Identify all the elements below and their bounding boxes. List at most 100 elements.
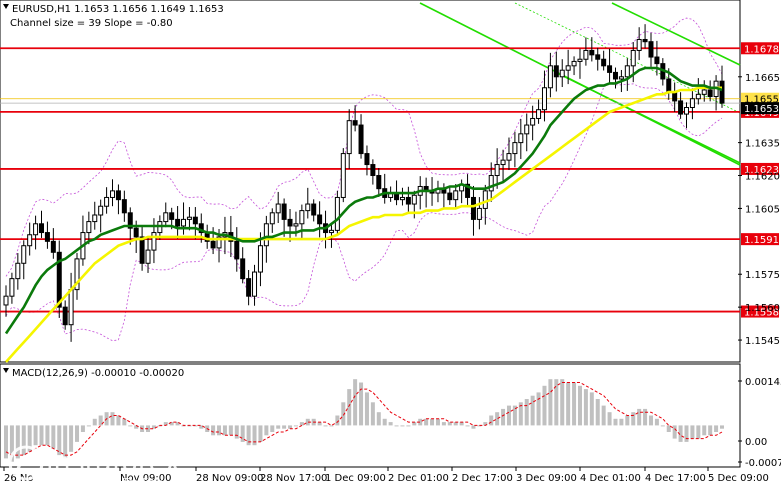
candle-bullish [541, 87, 547, 111]
candle-bullish [145, 249, 151, 264]
macd-histogram-bar [98, 415, 103, 426]
candle-bullish [269, 212, 275, 225]
candle-bearish [192, 216, 198, 225]
candle-bearish [198, 223, 204, 234]
macd-histogram-bar [45, 425, 50, 446]
macd-histogram-bar [666, 425, 671, 432]
macd-histogram-bar [270, 425, 275, 432]
candle-bearish [352, 120, 358, 126]
macd-histogram-bar [447, 422, 452, 426]
candle-bearish [654, 56, 660, 65]
candle-bearish [607, 65, 613, 73]
macd-signal-line [5, 382, 723, 456]
macd-histogram-bar [536, 392, 541, 426]
candle-bearish [133, 227, 139, 238]
candle-bearish [589, 49, 595, 56]
macd-histogram-bar [506, 405, 511, 426]
level-price-tag [741, 305, 779, 318]
macd-histogram-bar [128, 425, 133, 427]
candle-bullish [530, 117, 536, 126]
macd-histogram-bar [489, 415, 494, 426]
macd-histogram-bar [240, 425, 245, 442]
price-tick-label: 1.1545 [745, 336, 780, 347]
candle-bearish [234, 240, 240, 260]
candle-bullish [33, 223, 39, 236]
ma-slow-line [5, 86, 722, 363]
macd-histogram-bar [720, 425, 724, 429]
price-tick-label: 1.1635 [745, 139, 780, 150]
macd-histogram-bar [347, 389, 352, 426]
macd-histogram-bar [335, 415, 340, 426]
macd-histogram-bar [714, 425, 719, 432]
macd-histogram-bar [548, 379, 553, 426]
macd-histogram-bar [637, 408, 642, 426]
candle-bullish [3, 295, 9, 306]
macd-histogram-bar [660, 425, 665, 427]
candle-bullish [181, 218, 187, 227]
candle-bullish [104, 196, 110, 207]
watermark-tagline: Instant Forex Trading [47, 476, 163, 489]
candle-bearish [56, 251, 62, 308]
macd-histogram-bar [353, 379, 358, 426]
candle-bearish [115, 190, 121, 201]
macd-histogram-bar [4, 425, 8, 459]
chart-menu-triangle-icon[interactable] [3, 4, 9, 9]
macd-histogram-bar [708, 425, 713, 436]
candle-bearish [707, 89, 713, 98]
overlay-price-tag [741, 92, 779, 105]
candle-bullish [411, 194, 417, 205]
macd-histogram-bar [388, 422, 393, 426]
price-tick-label: 1.1575 [745, 270, 780, 281]
macd-histogram-bar [589, 392, 594, 426]
level-price-label: 1.1591 [744, 235, 779, 246]
watermark-brand: instaforex [46, 447, 180, 478]
macd-histogram-bar [684, 425, 689, 442]
macd-histogram-bar [217, 425, 222, 436]
time-tick-label: 1 Dec 09:00 [325, 473, 386, 484]
candle-bearish [601, 58, 607, 67]
macd-menu-triangle-icon[interactable] [3, 368, 9, 373]
time-tick-label: 5 Dec 09:00 [708, 473, 769, 484]
macd-histogram-bar [690, 425, 695, 439]
macd-histogram-bar [583, 389, 588, 426]
candle-bearish [287, 218, 293, 227]
candle-bullish [252, 271, 258, 297]
level-price-tag [741, 162, 779, 175]
macd-histogram-bar [619, 418, 624, 426]
bollinger-upper-band [5, 17, 723, 277]
macd-histogram-bar [57, 425, 62, 456]
candle-bearish [370, 164, 376, 177]
macd-tick-label: 0.00145 [745, 377, 781, 388]
price-pane [0, 0, 741, 363]
macd-histogram-bar [222, 425, 227, 436]
candle-bearish [364, 153, 370, 166]
macd-histogram-bar [27, 425, 32, 452]
candle-bullish [476, 207, 482, 220]
candle-bullish [618, 76, 624, 80]
macd-histogram-bar [412, 422, 417, 426]
candle-bullish [163, 212, 169, 223]
macd-histogram-bar [702, 425, 707, 436]
time-tick-label: 3 Dec 09:00 [516, 473, 577, 484]
macd-label: MACD(12,26,9) -0.00010 -0.00020 [12, 368, 184, 379]
macd-histogram-bar [9, 425, 14, 462]
channel-line-lower [554, 71, 741, 164]
macd-tick-label: -0.00073 [745, 458, 781, 469]
macd-histogram-bar [329, 425, 334, 427]
price-axis: 1.16651.16351.16201.16051.15751.15601.15… [738, 73, 780, 347]
candle-bullish [689, 98, 695, 109]
macd-histogram-bar [15, 425, 20, 459]
candle-bullish [305, 203, 311, 212]
macd-histogram-bar [572, 382, 577, 426]
candle-bullish [571, 60, 577, 67]
macd-histogram-bar [293, 425, 298, 427]
candle-bearish [672, 91, 678, 102]
candle-bearish [39, 223, 45, 234]
candle-bullish [68, 289, 74, 326]
macd-histogram-bar [524, 399, 529, 426]
macd-histogram-bar [110, 412, 115, 426]
candle-bearish [169, 212, 175, 220]
macd-histogram-bar [252, 425, 257, 446]
candle-bullish [624, 65, 630, 78]
macd-histogram-bar [86, 425, 91, 427]
